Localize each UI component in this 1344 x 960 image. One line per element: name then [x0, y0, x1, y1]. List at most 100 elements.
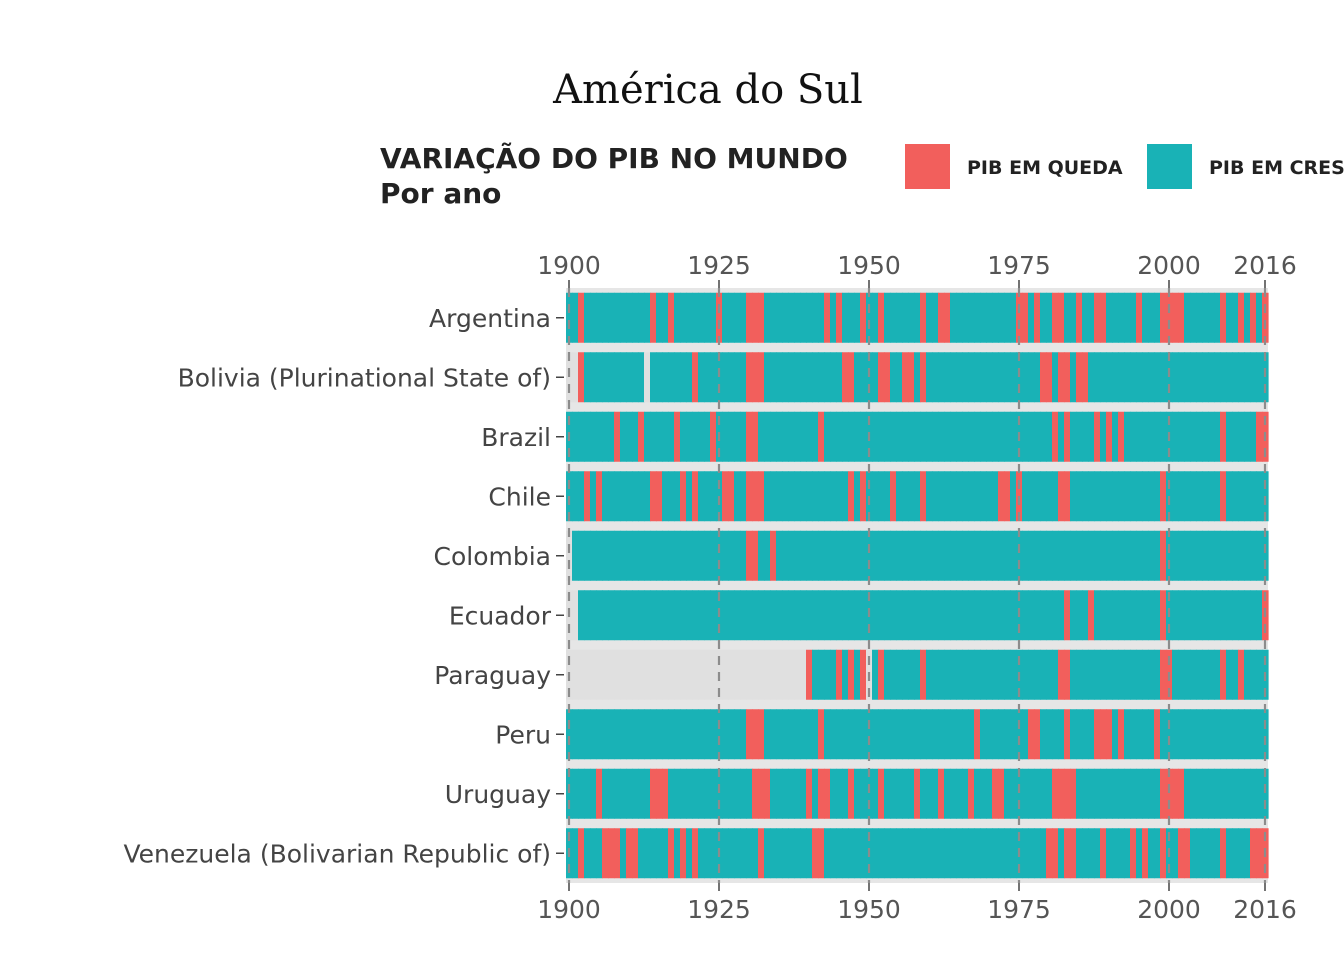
- year-tile: [788, 471, 795, 522]
- year-tile: [884, 828, 891, 879]
- year-tile: [638, 352, 645, 403]
- year-tile: [1052, 530, 1059, 581]
- year-tile: [890, 352, 897, 403]
- year-tile: [1016, 352, 1023, 403]
- year-tile: [1190, 292, 1197, 343]
- year-tile: [1232, 471, 1239, 522]
- year-tile: [716, 292, 723, 343]
- year-tile: [854, 530, 861, 581]
- year-tile: [1046, 649, 1053, 700]
- year-tile: [728, 352, 735, 403]
- year-tile: [1250, 768, 1257, 819]
- year-tile: [908, 411, 915, 462]
- year-tile: [1202, 471, 1209, 522]
- year-tile: [1190, 411, 1197, 462]
- year-tile: [1010, 709, 1017, 760]
- year-tile: [824, 709, 831, 760]
- year-tile: [794, 768, 801, 819]
- year-tile: [644, 411, 651, 462]
- year-tile: [962, 292, 969, 343]
- year-tile: [860, 292, 867, 343]
- year-tile: [956, 411, 963, 462]
- top-tick-label: 1900: [537, 251, 601, 280]
- year-tile: [806, 768, 813, 819]
- year-tile: [806, 590, 813, 641]
- year-tile: [602, 352, 609, 403]
- year-tile: [836, 828, 843, 879]
- country-label: Bolivia (Plurinational State of): [178, 363, 551, 392]
- year-tile: [1220, 709, 1227, 760]
- year-tile: [1190, 471, 1197, 522]
- year-tile: [914, 411, 921, 462]
- year-tile: [668, 471, 675, 522]
- year-tile: [692, 649, 699, 700]
- year-tile: [986, 471, 993, 522]
- country-labels: Argentina Bolivia (Plurinational State of…: [123, 304, 564, 868]
- year-tile: [662, 709, 669, 760]
- year-tile: [668, 590, 675, 641]
- year-tile: [620, 590, 627, 641]
- year-tile: [608, 530, 615, 581]
- year-tile: [908, 828, 915, 879]
- year-tile: [1202, 530, 1209, 581]
- year-tile: [1124, 828, 1131, 879]
- year-tile: [1106, 649, 1113, 700]
- year-tile: [590, 411, 597, 462]
- year-tile: [782, 590, 789, 641]
- year-tile: [578, 768, 585, 819]
- year-tile: [1238, 530, 1245, 581]
- year-tile: [1208, 768, 1215, 819]
- year-tile: [1100, 828, 1107, 879]
- year-tile: [1100, 649, 1107, 700]
- year-tile: [758, 649, 765, 700]
- year-tile: [1136, 709, 1143, 760]
- year-tile: [1004, 471, 1011, 522]
- year-tile: [734, 709, 741, 760]
- year-tile: [848, 709, 855, 760]
- year-tile: [1190, 590, 1197, 641]
- year-tile: [800, 292, 807, 343]
- year-tile: [926, 352, 933, 403]
- year-tile: [1250, 292, 1257, 343]
- year-tile: [1076, 411, 1083, 462]
- year-tile: [962, 590, 969, 641]
- year-tile: [944, 649, 951, 700]
- year-tile: [848, 352, 855, 403]
- year-tile: [806, 530, 813, 581]
- year-tile: [800, 649, 807, 700]
- year-tile: [1208, 530, 1215, 581]
- year-tile: [908, 709, 915, 760]
- year-tile: [1250, 709, 1257, 760]
- year-tile: [908, 649, 915, 700]
- year-tile: [944, 530, 951, 581]
- year-tile: [1136, 292, 1143, 343]
- year-tile: [1064, 649, 1071, 700]
- year-tile: [740, 530, 747, 581]
- year-tile: [800, 471, 807, 522]
- year-tile: [902, 590, 909, 641]
- year-tile: [872, 828, 879, 879]
- year-tile: [1220, 411, 1227, 462]
- year-tile: [728, 471, 735, 522]
- year-tile: [758, 828, 765, 879]
- year-tile: [1100, 292, 1107, 343]
- year-tile: [1034, 709, 1041, 760]
- year-tile: [1214, 709, 1221, 760]
- year-tile: [914, 471, 921, 522]
- year-tile: [602, 768, 609, 819]
- year-tile: [638, 471, 645, 522]
- year-tile: [818, 590, 825, 641]
- year-tile: [686, 590, 693, 641]
- year-tile: [698, 471, 705, 522]
- year-tile: [1148, 649, 1155, 700]
- year-tile: [572, 292, 579, 343]
- year-tile: [782, 530, 789, 581]
- year-tile: [566, 768, 573, 819]
- year-tile: [920, 352, 927, 403]
- year-tile: [1010, 292, 1017, 343]
- year-tile: [1028, 649, 1035, 700]
- year-tile: [620, 828, 627, 879]
- year-tile: [626, 292, 633, 343]
- year-tile: [998, 530, 1005, 581]
- year-tile: [752, 471, 759, 522]
